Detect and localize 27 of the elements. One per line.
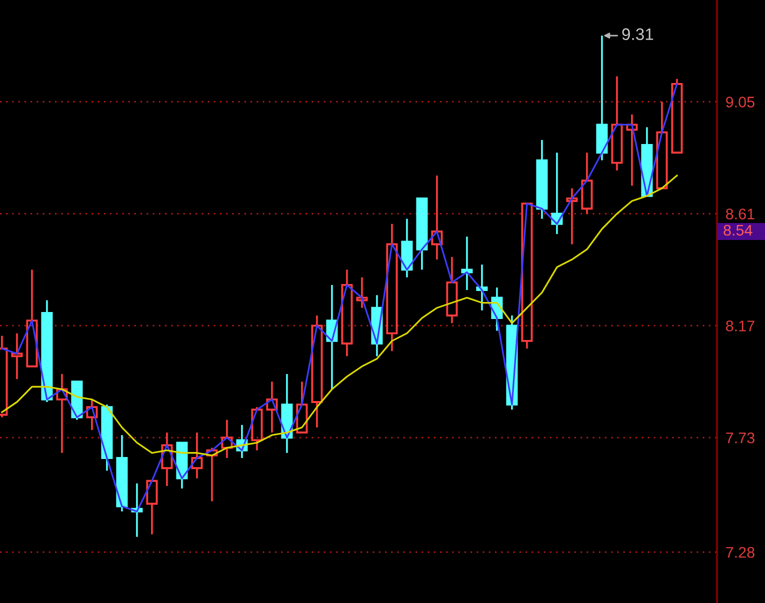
candlestick: [611, 75, 623, 172]
candlestick: [11, 332, 23, 380]
y-tick-label: 7.28: [726, 546, 754, 558]
line-series: [1, 83, 678, 512]
candlestick: [461, 236, 473, 291]
candlestick: [341, 268, 353, 358]
candlestick: [356, 276, 368, 309]
y-tick-label: 9.05: [726, 96, 754, 108]
candlestick: [386, 222, 398, 352]
y-tick-label: 8.61: [726, 208, 754, 220]
ref-line-label: 8.54: [724, 224, 752, 236]
annotation: 9.31: [622, 28, 654, 40]
candlestick: [536, 139, 548, 220]
candlestick: [626, 114, 638, 187]
candlestick: [161, 432, 173, 487]
candlestick: [401, 218, 413, 278]
candlestick: [446, 256, 458, 324]
candlestick: [311, 314, 323, 428]
candlestick: [56, 373, 68, 454]
candlestick: [566, 187, 578, 246]
y-tick-label: 8.17: [726, 320, 754, 332]
candlestick: [191, 432, 203, 480]
candlestick: [221, 418, 233, 459]
candlestick: [266, 380, 278, 434]
y-tick-label: 7.73: [726, 432, 754, 444]
line-series: [1, 174, 678, 456]
candlestick: [431, 174, 443, 260]
